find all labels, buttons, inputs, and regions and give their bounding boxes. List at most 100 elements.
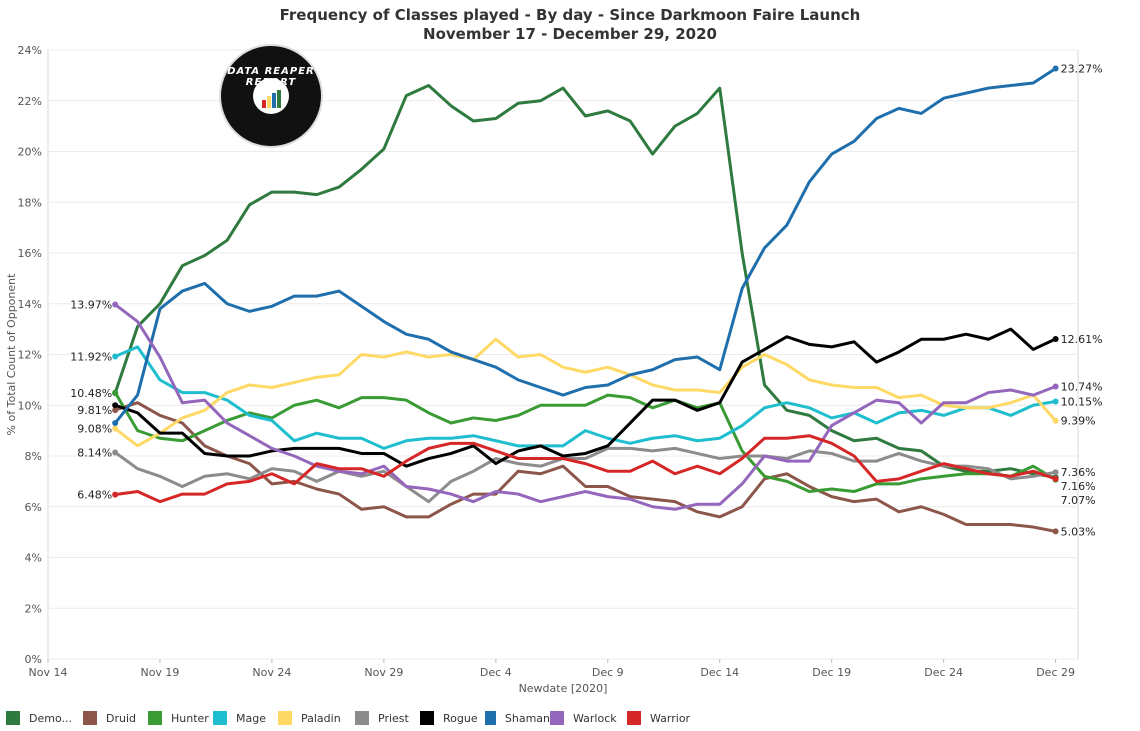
bar-chart-icon — [262, 90, 281, 108]
data-label: 5.03% — [1061, 525, 1096, 538]
legend-label: Shaman — [504, 711, 550, 725]
legend-swatch — [355, 711, 369, 725]
legend-label: Priest — [378, 711, 409, 725]
legend-swatch — [278, 711, 292, 725]
data-label: 11.92% — [70, 351, 112, 364]
data-label: 7.16% — [1061, 480, 1096, 493]
series-line — [113, 337, 1058, 448]
x-tick-label: Dec 24 — [924, 666, 963, 679]
series-line — [113, 434, 1058, 504]
series-start-point — [112, 402, 119, 409]
data-label: 9.81% — [77, 404, 112, 417]
x-tick-label: Dec 19 — [812, 666, 851, 679]
y-tick-label: 4% — [25, 552, 42, 565]
data-label: 12.61% — [1061, 333, 1103, 346]
y-tick-label: 16% — [18, 247, 42, 260]
series-start-point — [112, 491, 119, 498]
series-start-point — [112, 407, 119, 414]
series-end-point — [1052, 65, 1059, 72]
series-end-point — [1052, 528, 1059, 535]
y-tick-label: 0% — [25, 653, 42, 666]
series-line — [113, 446, 1058, 504]
chart-subtitle: November 17 - December 29, 2020 — [423, 25, 717, 43]
chart-title: Frequency of Classes played - By day - S… — [279, 6, 861, 24]
data-label: 10.74% — [1061, 380, 1103, 393]
legend-label: Paladin — [301, 711, 341, 725]
legend-label: Demo... — [29, 711, 72, 725]
y-tick-label: 10% — [18, 399, 42, 412]
y-tick-label: 18% — [18, 196, 42, 209]
line-chart: 0% 2% 4% 6% 8% 10% 12% 14% 16% 18% 20% 22% 24% Nov 14… — [5, 44, 1103, 695]
series-end-point — [1052, 383, 1059, 390]
legend-label: Warrior — [650, 711, 691, 725]
legend-item: Hunter — [148, 711, 213, 725]
y-tick-label: 20% — [18, 146, 42, 159]
series-line — [113, 345, 1058, 450]
x-tick-label: Dec 29 — [1036, 666, 1075, 679]
legend-item: Druid — [83, 711, 148, 725]
legend-item: Warrior — [627, 711, 704, 725]
x-axis-label: Newdate [2020] — [519, 682, 608, 695]
legend-label: Druid — [106, 711, 137, 725]
series-end-point — [1052, 417, 1059, 424]
series-end-point — [1052, 475, 1059, 482]
legend-swatch — [6, 711, 20, 725]
series-start-point — [112, 353, 119, 360]
data-label: 7.07% — [1061, 494, 1096, 507]
chart-legend: Demo... Druid Hunter Mage Paladin Priest Rogue… — [6, 708, 704, 728]
data-label: 8.14% — [77, 446, 112, 459]
series-line — [113, 401, 1058, 533]
x-tick-label: Nov 24 — [252, 666, 291, 679]
series-line — [113, 391, 1058, 494]
y-tick-label: 12% — [18, 349, 42, 362]
x-tick-label: Dec 4 — [480, 666, 512, 679]
legend-swatch — [627, 711, 641, 725]
series-line — [113, 84, 1058, 479]
y-tick-label: 6% — [25, 501, 42, 514]
legend-label: Mage — [236, 711, 266, 725]
series-end-point — [1052, 469, 1059, 476]
data-label: 6.48% — [77, 489, 112, 502]
x-tick-label: Nov 29 — [364, 666, 403, 679]
legend-swatch — [148, 711, 162, 725]
legend-item: Warlock — [550, 711, 627, 725]
y-tick-label: 8% — [25, 450, 42, 463]
data-label: 10.48% — [70, 387, 112, 400]
data-label: 9.08% — [77, 423, 112, 436]
series-end-point — [1052, 336, 1059, 343]
data-reaper-logo: DATA REAPER REPORT — [219, 44, 323, 148]
series-end-point — [1052, 398, 1059, 405]
y-tick-label: 2% — [25, 602, 42, 615]
series-start-point — [112, 449, 119, 456]
data-label: 23.27% — [1061, 63, 1103, 76]
legend-item: Demo... — [6, 711, 83, 725]
legend-item: Shaman — [485, 711, 550, 725]
series-line — [113, 327, 1058, 468]
x-tick-label: Dec 9 — [592, 666, 624, 679]
legend-label: Hunter — [171, 711, 209, 725]
data-label: 9.39% — [1061, 415, 1096, 428]
y-tick-label: 14% — [18, 298, 42, 311]
series-start-point — [112, 425, 119, 432]
legend-item: Paladin — [278, 711, 355, 725]
legend-swatch — [213, 711, 227, 725]
legend-swatch — [83, 711, 97, 725]
data-label: 13.97% — [70, 299, 112, 312]
data-label: 10.15% — [1061, 395, 1103, 408]
series-line — [113, 303, 1058, 511]
legend-item: Mage — [213, 711, 278, 725]
y-axis-label: % of Total Count of Opponent — [5, 273, 18, 436]
legend-swatch — [485, 711, 496, 725]
y-tick-label: 22% — [18, 95, 42, 108]
legend-swatch — [420, 711, 434, 725]
legend-label: Rogue — [443, 711, 478, 725]
data-label: 7.36% — [1061, 466, 1096, 479]
legend-item: Rogue — [420, 711, 485, 725]
y-tick-label: 24% — [18, 44, 42, 57]
series-line — [113, 67, 1058, 425]
series-start-point — [112, 420, 119, 427]
x-tick-label: Nov 14 — [29, 666, 68, 679]
legend-label: Warlock — [573, 711, 617, 725]
series-start-point — [112, 389, 119, 396]
x-tick-label: Dec 14 — [700, 666, 739, 679]
